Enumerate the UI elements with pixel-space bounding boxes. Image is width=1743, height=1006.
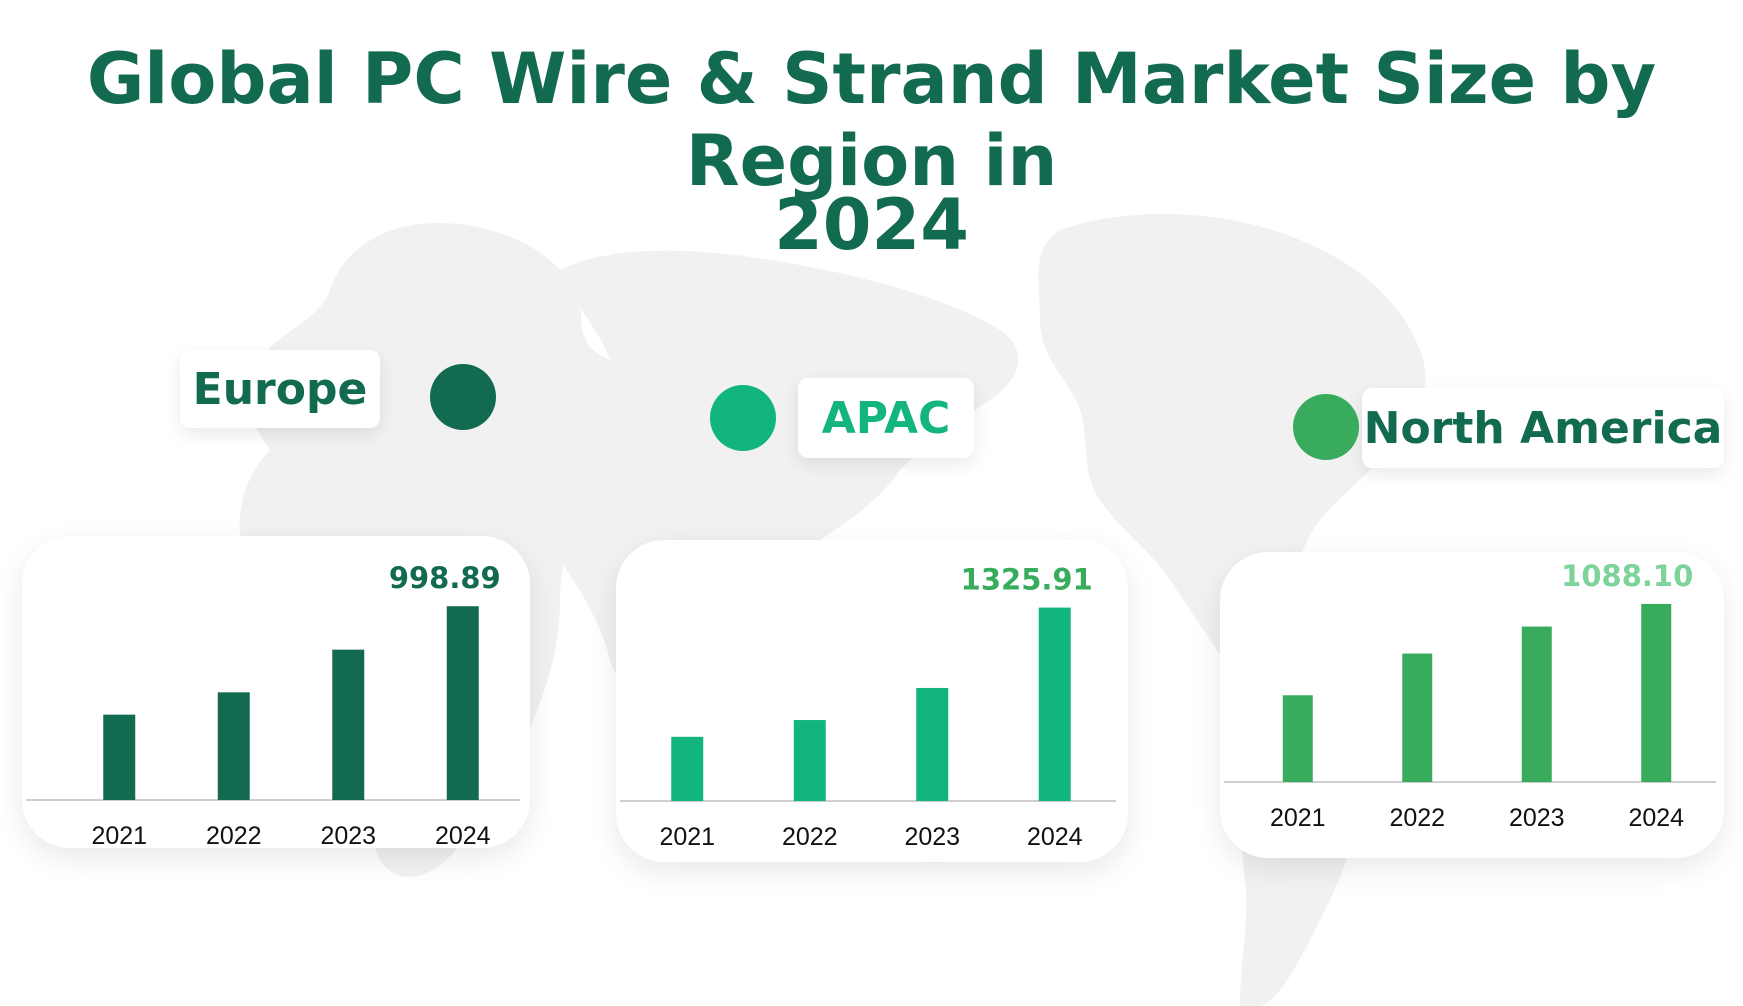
- x-tick-label: 2024: [1027, 823, 1083, 851]
- map-north-america: [1038, 213, 1426, 699]
- bar-2022: [217, 692, 250, 800]
- data-label-2024: 1088.10: [1561, 559, 1693, 593]
- legend-dot-apac: [710, 385, 776, 451]
- chart-title-line-2: 2024: [774, 184, 969, 266]
- chart-title-line-1: Global PC Wire & Strand Market Size by R…: [86, 38, 1657, 202]
- data-label-2024: 998.89: [389, 561, 501, 595]
- x-tick-label: 2021: [1270, 804, 1326, 832]
- x-tick-label: 2023: [904, 823, 960, 851]
- x-tick-label: 2022: [206, 822, 262, 848]
- region-label-europe: Europe: [180, 350, 380, 428]
- bar-chart-europe: 2021 2022 2023 2024 998.89: [26, 561, 520, 848]
- bar-2021: [1282, 695, 1313, 782]
- data-label-2024: 1325.91: [961, 563, 1093, 597]
- bar-chart-north-america: 2021 2022 2023 2024 1088.10: [1224, 559, 1716, 832]
- x-tick-label: 2021: [91, 822, 147, 848]
- bar-chart-apac: 2021 2022 2023 2024 1325.91: [620, 563, 1116, 851]
- legend-dot-north-america: [1293, 394, 1359, 460]
- x-tick-label: 2022: [782, 823, 838, 851]
- chart-card-apac: 2021 2022 2023 2024 1325.91: [616, 540, 1128, 862]
- bar-2024: [446, 606, 479, 800]
- chart-card-europe: 2021 2022 2023 2024 998.89: [22, 536, 530, 848]
- x-tick-label: 2022: [1389, 804, 1445, 832]
- bar-2021: [671, 736, 704, 801]
- x-tick-label: 2023: [1509, 804, 1565, 832]
- bar-2021: [103, 714, 136, 800]
- bar-2023: [916, 687, 949, 801]
- bar-2023: [1521, 626, 1552, 782]
- bar-2022: [1402, 653, 1433, 782]
- bar-2024: [1641, 603, 1672, 782]
- region-label-apac: APAC: [798, 378, 974, 458]
- x-tick-label: 2021: [659, 823, 715, 851]
- region-label-north-america: North America: [1362, 388, 1724, 468]
- bar-2023: [332, 649, 365, 800]
- bar-2024: [1038, 607, 1071, 801]
- chart-card-north-america: 2021 2022 2023 2024 1088.10: [1220, 552, 1724, 858]
- x-tick-label: 2024: [435, 822, 491, 848]
- legend-dot-europe: [430, 364, 496, 430]
- x-tick-label: 2023: [320, 822, 376, 848]
- bar-2022: [793, 720, 826, 801]
- x-tick-label: 2024: [1628, 804, 1684, 832]
